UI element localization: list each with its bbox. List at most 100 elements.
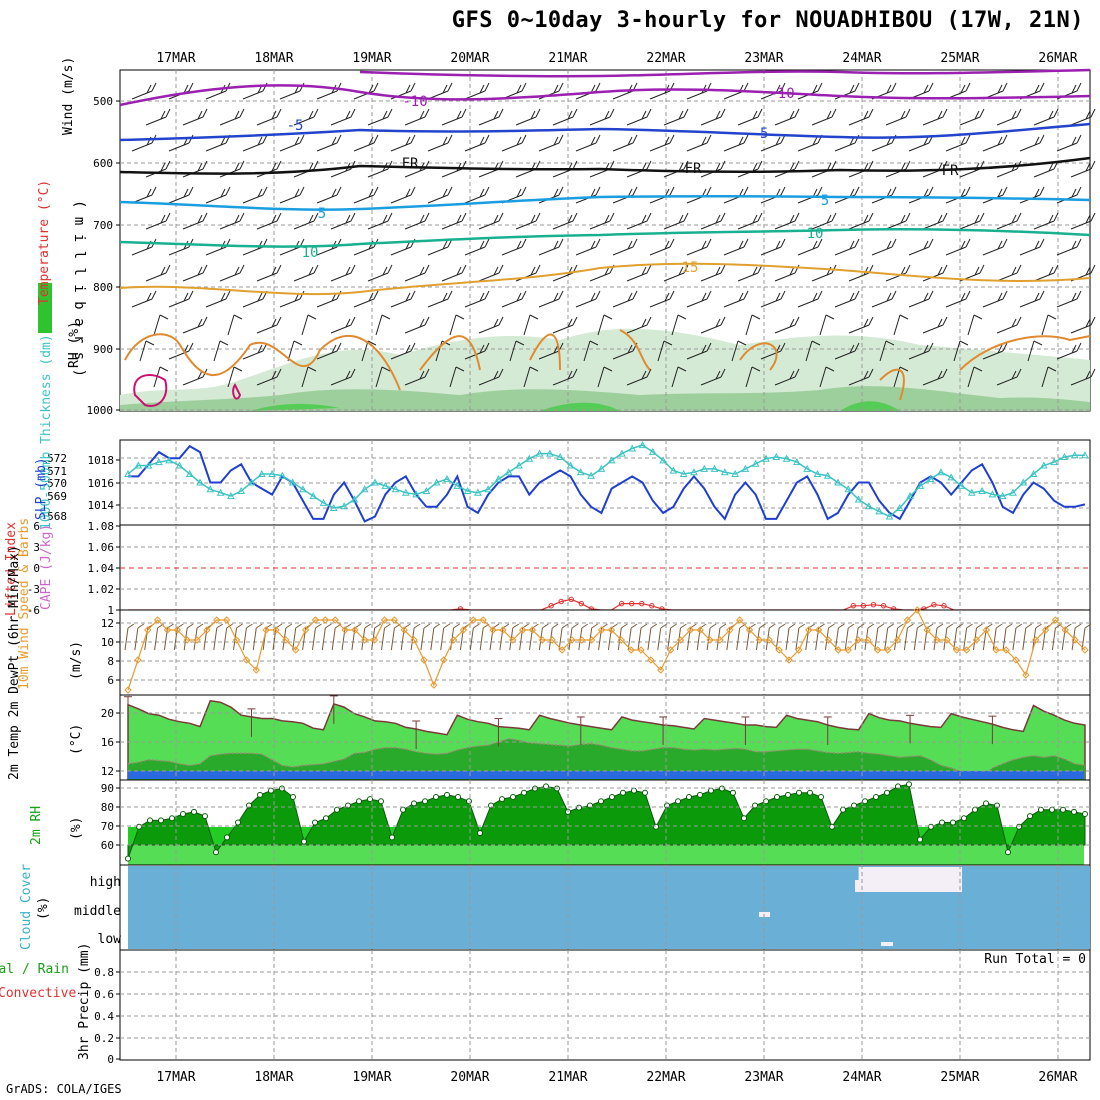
wind-barb [404, 316, 430, 334]
rh-marker [697, 791, 703, 798]
wind-barb [1002, 627, 1007, 651]
wind-barb [575, 134, 601, 152]
wind-barb [163, 627, 168, 651]
wind-barb [353, 82, 379, 100]
wind-speed-marker [795, 646, 803, 654]
contour-label: 10 [807, 226, 824, 242]
contour-label: 5 [318, 206, 326, 222]
wind-barb [737, 212, 763, 230]
ylabel-temp2m-units: (°C) [69, 724, 84, 755]
wind-barb [746, 627, 751, 651]
rh-marker [675, 798, 681, 805]
ylabel-rh: RH (%) [67, 321, 82, 368]
rh-marker [939, 819, 945, 826]
thickness-marker [535, 449, 544, 457]
wind-barb [330, 264, 356, 282]
wind-barb [848, 108, 874, 126]
wind-barb [478, 264, 504, 282]
wind-barb [213, 340, 229, 362]
wind-barb-flag [769, 623, 776, 629]
wind-barb-flag [295, 623, 302, 629]
rh-marker [829, 823, 835, 830]
wind-speed-marker [943, 636, 951, 644]
wind-barb [686, 290, 712, 308]
thickness-marker [504, 468, 513, 476]
wind-barb [834, 238, 860, 256]
wind10-grid [120, 610, 1090, 695]
ylabel-temperature: Temperature (°C) [37, 180, 52, 305]
wind-barb [293, 212, 319, 230]
wind-speed-marker [134, 656, 142, 664]
rh-marker [873, 794, 879, 800]
rh-marker [620, 789, 626, 796]
wind-barb [1033, 108, 1059, 126]
wind-barb [583, 340, 599, 362]
wind-speed-marker [617, 636, 626, 644]
contour-label: FR [942, 163, 959, 179]
wind-barb [182, 212, 208, 230]
axis-tick-label: 20 [101, 707, 114, 720]
wind-barb [501, 290, 527, 308]
thickness-marker [340, 502, 348, 510]
axis-tick-label: 0.8 [94, 966, 114, 979]
date-label-top: 17MAR [156, 51, 195, 66]
wind-barb [612, 290, 638, 308]
li-tick-label: -6 [27, 604, 40, 617]
wind-speed-marker [311, 616, 320, 624]
bottom-date-axis: 17MAR 18MAR 19MAR 20MAR 21MAR 22MAR 23MAR 24MAR… [156, 1070, 1077, 1085]
wind-barb [427, 290, 453, 308]
rh-marker [983, 800, 989, 807]
wind-barb [390, 186, 416, 204]
rh-marker [257, 791, 263, 798]
pressure-level-label: 800 [93, 281, 113, 294]
wind-barb [523, 314, 539, 336]
wind-speed-markers [124, 606, 1089, 694]
wind-barb [464, 82, 490, 100]
wind-barb-flag [413, 623, 421, 629]
axis-tick-label: 16 [101, 736, 114, 749]
wind-barb [381, 627, 386, 651]
cape-marker [618, 600, 625, 607]
thickness-marker [793, 458, 801, 466]
wind-speed-marker [351, 626, 359, 634]
ylabel-wind10-units: (m/s) [69, 641, 84, 680]
wind-barb [441, 264, 467, 282]
rh-marker [928, 823, 934, 830]
wind-barb [316, 186, 342, 204]
wind-barb [922, 108, 948, 126]
wind-speed-marker [390, 616, 399, 624]
thickness-series [127, 444, 1085, 518]
wind-barb [1056, 238, 1082, 256]
wind-barb [963, 627, 968, 651]
wind-barb [945, 186, 971, 204]
wind-speed-marker [864, 636, 872, 644]
wind-speed-marker [883, 646, 892, 654]
wind-barb-flag [1005, 623, 1013, 629]
top-date-axis: 17MAR 18MAR 19MAR 20MAR 21MAR 22MAR 23MAR 24MAR… [156, 51, 1077, 66]
rh-marker [642, 789, 648, 796]
wind-barb-flag [433, 623, 441, 629]
wind-barb [538, 238, 564, 256]
thickness-marker [247, 478, 256, 486]
wind-barb [256, 368, 282, 386]
thickness-marker [566, 461, 575, 469]
thickness-marker [988, 490, 997, 498]
wind-speed-marker [578, 636, 586, 644]
thickness-marker [998, 492, 1007, 500]
rh-marker [1005, 849, 1011, 856]
wind-speed-marker [647, 656, 655, 664]
wind-barb [293, 108, 319, 126]
thickness-marker [597, 464, 606, 472]
thickness-marker [731, 469, 739, 477]
wind-barb [256, 108, 282, 126]
wind-barb [1012, 627, 1017, 651]
rh-marker [653, 823, 659, 830]
contour-plus5 [119, 195, 1091, 211]
thickness-marker [237, 486, 246, 494]
ylabel-millibars: ( m i l l i b a r s ) [71, 200, 87, 377]
date-label-top: 24MAR [842, 51, 881, 66]
thickness-marker [875, 507, 884, 515]
wind-barb [996, 212, 1022, 230]
thickness-marker [494, 475, 503, 483]
wind-speed-marker [765, 636, 773, 644]
